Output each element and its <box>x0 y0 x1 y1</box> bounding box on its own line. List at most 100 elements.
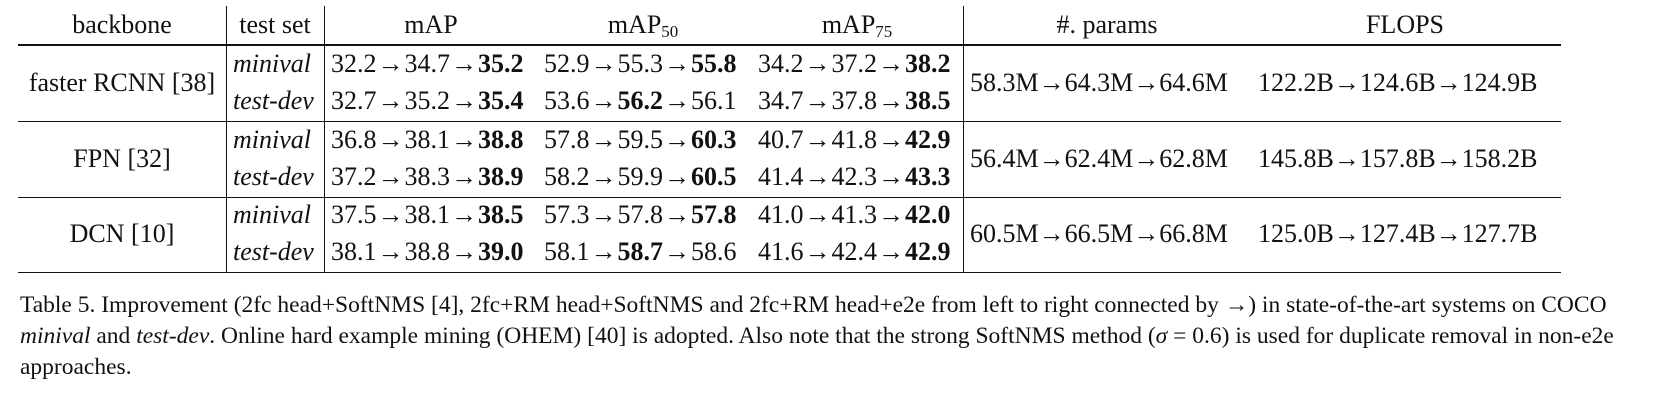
map50-value: 55.3 <box>617 49 664 78</box>
map-value: 38.8 <box>478 125 524 154</box>
map50-cell: 58.1→58.7→58.6 <box>544 237 737 267</box>
map75-cell: 41.0→41.3→42.0 <box>758 200 951 230</box>
map-value: 35.2 <box>478 49 524 78</box>
test-set-label: test-dev <box>233 86 314 115</box>
map75-cell: 34.2→37.2→38.2 <box>758 49 951 79</box>
map50-value: 58.1 <box>544 237 590 266</box>
backbone-label: DCN [10] <box>69 218 175 248</box>
header-flops: FLOPS <box>1365 10 1445 39</box>
column-divider <box>226 6 227 272</box>
bottom-rule <box>18 272 1561 273</box>
test-set-label: minival <box>233 125 311 154</box>
arrow-glyph: → <box>377 237 404 266</box>
arrow-glyph: → <box>377 49 404 78</box>
arrow-glyph: → <box>664 162 690 191</box>
map50-value: 56.1 <box>691 86 737 115</box>
map-cell: 37.2→38.3→38.9 <box>331 162 524 192</box>
map75-cell: 40.7→41.8→42.9 <box>758 125 951 155</box>
map-value: 35.2 <box>404 86 451 115</box>
map75-value: 42.3 <box>831 162 878 191</box>
arrow-glyph: → <box>878 162 904 191</box>
map75-value: 41.4 <box>758 162 804 191</box>
arrow-glyph: → <box>804 237 831 266</box>
arrow-glyph: → <box>590 237 617 266</box>
map50-value: 60.3 <box>691 125 737 154</box>
map-cell: 36.8→38.1→38.8 <box>331 125 524 155</box>
header-params: #. params <box>1056 10 1158 39</box>
map50-cell: 58.2→59.9→60.5 <box>544 162 737 192</box>
map50-value: 57.8 <box>691 200 737 229</box>
map75-value: 34.7 <box>758 86 804 115</box>
map50-value: 57.3 <box>544 200 590 229</box>
map-value: 36.8 <box>331 125 377 154</box>
flops-value: 125.0B→127.4B→127.7B <box>1258 218 1538 248</box>
map-cell: 32.7→35.2→35.4 <box>331 86 524 116</box>
table-caption: Table 5. Improvement (2fc head+SoftNMS [… <box>20 292 1614 380</box>
map75-value: 40.7 <box>758 125 804 154</box>
map-value: 38.9 <box>478 162 524 191</box>
arrow-glyph: → <box>590 125 617 154</box>
arrow-glyph: → <box>451 200 477 229</box>
arrow-glyph: → <box>451 86 477 115</box>
arrow-glyph: → <box>804 49 831 78</box>
arrow-glyph: → <box>451 125 477 154</box>
map-value: 38.5 <box>478 200 524 229</box>
arrow-glyph: → <box>451 237 477 266</box>
map50-value: 52.9 <box>544 49 590 78</box>
map75-value: 34.2 <box>758 49 804 78</box>
column-divider <box>324 6 325 272</box>
map50-value: 56.2 <box>617 86 664 115</box>
map75-value: 43.3 <box>905 162 951 191</box>
test-set-label: test-dev <box>233 237 314 266</box>
header-map: mAP <box>404 10 458 39</box>
arrow-glyph: → <box>878 200 904 229</box>
map75-value: 42.0 <box>905 200 951 229</box>
map75-cell: 41.4→42.3→43.3 <box>758 162 951 192</box>
map-value: 35.4 <box>478 86 524 115</box>
map50-cell: 52.9→55.3→55.8 <box>544 49 737 79</box>
flops-value: 122.2B→124.6B→124.9B <box>1258 67 1538 97</box>
arrow-glyph: → <box>451 162 477 191</box>
header-test-set: test set <box>239 10 311 39</box>
map-value: 32.7 <box>331 86 377 115</box>
arrow-glyph: → <box>590 200 617 229</box>
arrow-glyph: → <box>377 162 404 191</box>
test-set-label: minival <box>233 200 311 229</box>
test-set-label: minival <box>233 49 311 78</box>
map75-cell: 41.6→42.4→42.9 <box>758 237 951 267</box>
map75-value: 37.8 <box>831 86 878 115</box>
header-backbone: backbone <box>72 10 172 39</box>
header-map50: mAP50 <box>607 10 679 42</box>
arrow-glyph: → <box>878 237 904 266</box>
arrow-glyph: → <box>804 200 831 229</box>
map-value: 38.1 <box>331 237 377 266</box>
header-map75: mAP75 <box>821 10 893 42</box>
map-value: 37.5 <box>331 200 377 229</box>
arrow-glyph: → <box>664 86 690 115</box>
map75-value: 37.2 <box>831 49 878 78</box>
arrow-glyph: → <box>878 49 904 78</box>
map50-cell: 57.8→59.5→60.3 <box>544 125 737 155</box>
map75-cell: 34.7→37.8→38.5 <box>758 86 951 116</box>
map-value: 37.2 <box>331 162 377 191</box>
map-value: 38.8 <box>404 237 451 266</box>
flops-value: 145.8B→157.8B→158.2B <box>1258 143 1538 173</box>
map-value: 34.7 <box>404 49 451 78</box>
arrow-glyph: → <box>664 237 690 266</box>
group-divider <box>18 197 1561 198</box>
map75-value: 41.3 <box>831 200 878 229</box>
map75-value: 42.9 <box>905 125 951 154</box>
map-value: 39.0 <box>478 237 524 266</box>
map50-value: 57.8 <box>617 200 664 229</box>
map50-value: 57.8 <box>544 125 590 154</box>
map50-value: 60.5 <box>691 162 737 191</box>
map50-cell: 53.6→56.2→56.1 <box>544 86 737 116</box>
arrow-glyph: → <box>377 86 404 115</box>
map50-value: 58.7 <box>617 237 664 266</box>
map-value: 38.3 <box>404 162 451 191</box>
map-cell: 38.1→38.8→39.0 <box>331 237 524 267</box>
arrow-glyph: → <box>664 49 690 78</box>
column-divider <box>963 6 964 272</box>
map75-value: 41.6 <box>758 237 804 266</box>
backbone-label: FPN [32] <box>73 143 171 173</box>
